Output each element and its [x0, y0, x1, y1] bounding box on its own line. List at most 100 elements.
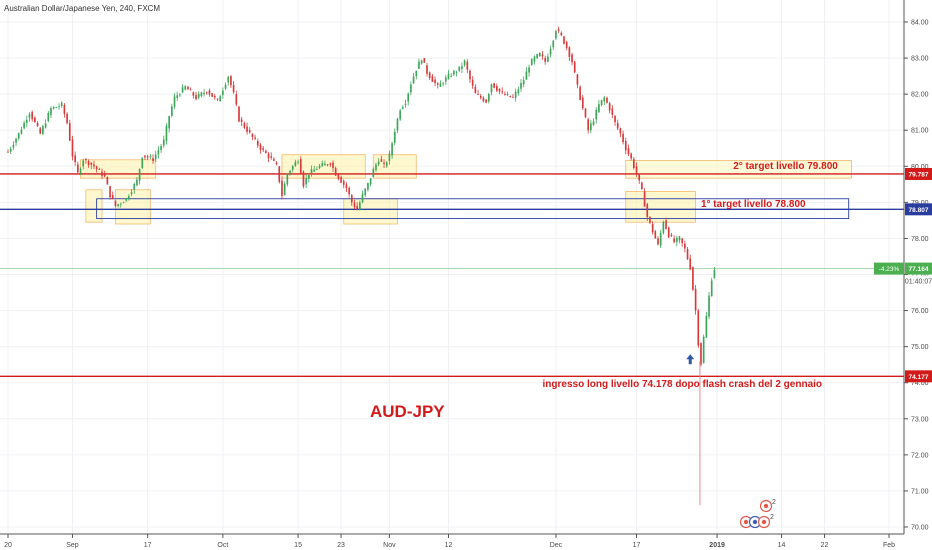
candle-body: [12, 144, 15, 148]
candle-body: [592, 121, 595, 125]
candle-body: [525, 71, 528, 80]
candle-body: [203, 92, 205, 95]
candle-body: [415, 70, 418, 77]
candle-body: [235, 94, 238, 105]
candle-body: [705, 315, 708, 338]
candle-body: [189, 89, 192, 91]
candle-body: [434, 79, 436, 83]
event-icon-dot: [763, 503, 769, 509]
candle-body: [485, 99, 487, 103]
candle-body: [356, 205, 359, 210]
candle-body: [684, 243, 686, 249]
candle-body: [281, 180, 283, 196]
candle-body: [587, 119, 590, 131]
time-axis[interactable]: 20 Sep 17 Oct 15 23 Nov 12 Dec 17 2019 14 22 Feb: [4, 534, 895, 549]
annotation-text: 1° target livello 78.800: [701, 199, 806, 210]
candle-body: [544, 58, 547, 62]
candle-body: [130, 192, 133, 195]
candle-body: [109, 186, 111, 198]
candle-body: [702, 336, 705, 363]
event-count: 2: [772, 499, 776, 506]
candle-body: [42, 126, 44, 134]
event-count: 2: [770, 514, 774, 521]
candle-body: [160, 145, 162, 151]
candle-body: [367, 183, 369, 190]
candle-body: [25, 119, 28, 123]
candle-body: [571, 54, 573, 63]
candle-body: [487, 94, 490, 102]
candle-body: [538, 52, 541, 57]
candle-body: [501, 91, 504, 93]
candle-body: [50, 108, 52, 115]
candle-body: [431, 76, 434, 82]
x-tick-label: 17: [633, 542, 641, 549]
candle-body: [547, 56, 549, 62]
chart-title: Australian Dollar/Japanese Yen, 240, FXC…: [4, 4, 160, 13]
candle-body: [651, 224, 654, 233]
candle-body: [461, 66, 463, 69]
candle-body: [181, 87, 184, 93]
level-price-label: 78.807: [909, 207, 929, 214]
y-tick-label: 82.00: [911, 92, 929, 99]
candle-body: [560, 32, 563, 36]
y-tick-label: 78.00: [911, 236, 929, 243]
candle-body: [418, 61, 420, 69]
candle-body: [611, 108, 614, 115]
candle-body: [689, 258, 692, 270]
y-tick-label: 81.00: [911, 128, 929, 135]
candle-body: [606, 97, 608, 103]
y-tick-label: 76.00: [911, 308, 929, 315]
candle-body: [678, 236, 681, 241]
candle-body: [340, 177, 342, 183]
candle-body: [114, 200, 117, 206]
level-price-label: 79.787: [909, 171, 929, 178]
candle-body: [291, 165, 294, 170]
candle-body: [297, 161, 299, 163]
y-tick-label: 74.00: [911, 380, 929, 387]
candle-body: [377, 161, 380, 165]
candle-body: [372, 168, 375, 178]
x-tick-label: 17: [144, 542, 152, 549]
candle-body: [141, 157, 144, 169]
candle-body: [428, 72, 431, 79]
horizontal-levels[interactable]: [0, 173, 904, 378]
candle-body: [162, 139, 165, 146]
x-tick-label: 20: [4, 542, 12, 549]
y-tick-label: 83.00: [911, 56, 929, 63]
candle-body: [117, 204, 119, 206]
candle-body: [635, 166, 638, 174]
candle-body: [345, 184, 348, 189]
candle-body: [686, 249, 689, 260]
candle-body: [536, 54, 538, 59]
candle-body: [659, 232, 662, 246]
candle-body: [111, 195, 114, 199]
countdown-label: 01:40:07: [905, 279, 932, 286]
candle-body: [643, 191, 646, 207]
candle-body: [17, 133, 20, 139]
candle-body: [646, 204, 649, 217]
candle-body: [616, 123, 619, 129]
candle-body: [549, 49, 552, 55]
candle-body: [350, 195, 353, 203]
candle-body: [98, 168, 101, 170]
candle-body: [455, 71, 458, 73]
candle-body: [359, 202, 361, 210]
candle-body: [265, 150, 267, 154]
candle-body: [332, 162, 334, 168]
candle-body: [573, 61, 576, 73]
candle-body: [450, 75, 453, 77]
candle-body: [119, 203, 122, 205]
candle-body: [673, 238, 675, 243]
candle-body: [136, 179, 138, 186]
candle-body: [93, 164, 95, 167]
candle-body: [442, 83, 444, 85]
candle-body: [506, 93, 509, 96]
candle-body: [337, 173, 340, 179]
candle-body: [230, 76, 232, 86]
candle-body: [595, 110, 598, 120]
candle-body: [692, 267, 694, 290]
candle-body: [407, 93, 410, 102]
candle-body: [321, 163, 324, 167]
candle-body: [530, 59, 533, 66]
